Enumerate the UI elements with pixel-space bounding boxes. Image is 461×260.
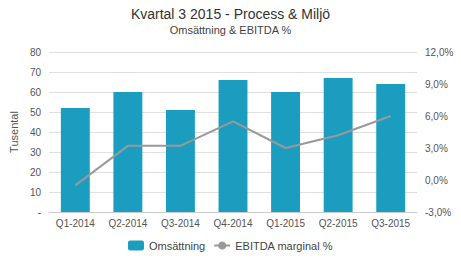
- svg-text:Q1-2015: Q1-2015: [266, 218, 305, 229]
- svg-text:Tusental: Tusental: [8, 111, 20, 153]
- svg-text:10: 10: [30, 187, 42, 198]
- svg-text:EBITDA marginal %: EBITDA marginal %: [235, 240, 332, 252]
- svg-text:Q1-2014: Q1-2014: [56, 218, 95, 229]
- svg-text:12,0%: 12,0%: [425, 47, 453, 58]
- svg-text:6,0%: 6,0%: [425, 111, 448, 122]
- svg-text:Q2-2015: Q2-2015: [319, 218, 358, 229]
- svg-text:Q3-2014: Q3-2014: [161, 218, 200, 229]
- svg-text:Omsättning: Omsättning: [149, 240, 205, 252]
- svg-text:60: 60: [30, 87, 42, 98]
- svg-text:Q4-2014: Q4-2014: [214, 218, 253, 229]
- svg-text:Q2-2014: Q2-2014: [108, 218, 147, 229]
- svg-text:20: 20: [30, 167, 42, 178]
- svg-text:Kvartal 3 2015 - Process & Mil: Kvartal 3 2015 - Process & Miljö: [131, 6, 330, 22]
- svg-text:30: 30: [30, 147, 42, 158]
- svg-text:Omsättning & EBITDA %: Omsättning & EBITDA %: [170, 24, 292, 36]
- svg-text:70: 70: [30, 67, 42, 78]
- svg-text:50: 50: [30, 107, 42, 118]
- svg-text:80: 80: [30, 47, 42, 58]
- svg-text:-: -: [38, 207, 41, 218]
- svg-text:0,0%: 0,0%: [425, 175, 448, 186]
- svg-text:40: 40: [30, 127, 42, 138]
- svg-text:-3,0%: -3,0%: [425, 207, 451, 218]
- svg-text:9,0%: 9,0%: [425, 79, 448, 90]
- svg-text:Q3-2015: Q3-2015: [371, 218, 410, 229]
- svg-text:3,0%: 3,0%: [425, 143, 448, 154]
